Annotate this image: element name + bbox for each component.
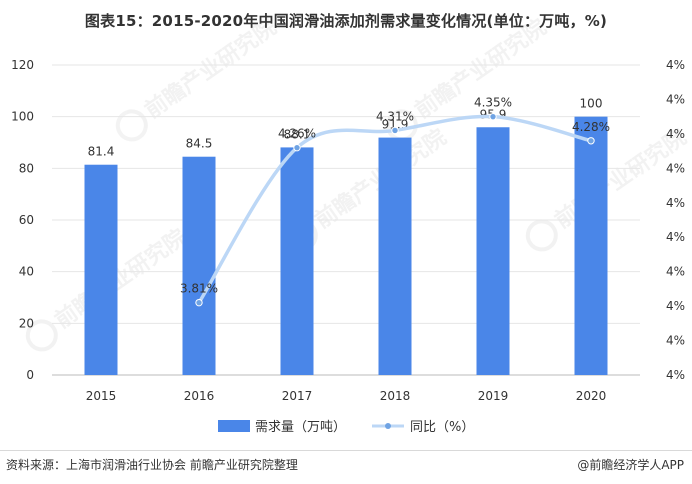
- watermark-logo-icon: [115, 109, 148, 142]
- right-tick-label: 4%: [666, 196, 685, 210]
- x-tick-label: 2020: [576, 389, 607, 403]
- line-data-labels: 3.81% 4.26% 4.31% 4.35% 4.28%: [180, 96, 610, 296]
- line-point: [587, 137, 595, 145]
- line-point: [391, 126, 399, 135]
- right-tick-label: 4%: [666, 265, 685, 279]
- right-tick-label: 4%: [666, 334, 685, 348]
- bar: [476, 127, 510, 375]
- bar-data-label: 88.1: [284, 127, 311, 141]
- x-tick-label: 2019: [478, 389, 509, 403]
- legend: 需求量（万吨） 同比（%）: [218, 420, 474, 435]
- watermark: 前瞻产业研究院: [115, 14, 281, 142]
- bar: [84, 164, 118, 375]
- legend-bar-swatch: [218, 420, 250, 432]
- left-axis: 0 20 40 60 80 100 120: [11, 58, 34, 382]
- left-tick-label: 40: [19, 265, 34, 279]
- right-tick-label: 4%: [666, 299, 685, 313]
- line-data-label: 4.26%: [278, 127, 316, 141]
- right-axis: 4% 4% 4% 4% 4% 4% 4% 4% 4% 4%: [666, 58, 685, 382]
- left-tick-label: 20: [19, 316, 34, 330]
- legend-line-marker: [385, 423, 391, 429]
- chart-canvas: 前瞻产业研究院前瞻产业研究院前瞻产业研究院前瞻产业研究院前瞻产业研究院 0204…: [11, 14, 691, 435]
- gridlines: [52, 64, 640, 376]
- watermark-logo-icon: [385, 109, 418, 142]
- brand-credit: @前瞻经济学人APP: [577, 458, 684, 472]
- line-point: [195, 298, 203, 307]
- x-tick-label: 2015: [86, 389, 117, 403]
- line-point: [489, 112, 497, 121]
- x-tick-label: 2018: [380, 389, 411, 403]
- left-tick-label: 80: [19, 161, 34, 175]
- line-point: [293, 143, 301, 152]
- chart-title: 图表15：2015-2020年中国润滑油添加剂需求量变化情况(单位：万吨，%): [84, 12, 608, 30]
- left-tick-label: 120: [11, 58, 34, 72]
- x-axis: 2015 2016 2017 2018 2019 2020: [86, 389, 607, 403]
- line-data-label: 4.35%: [474, 96, 512, 110]
- x-tick-label: 2017: [282, 389, 313, 403]
- right-tick-label: 4%: [666, 161, 685, 175]
- watermark-text: 前瞻产业研究院: [50, 224, 191, 334]
- left-tick-label: 100: [11, 110, 34, 124]
- left-tick-label: 60: [19, 213, 34, 227]
- line-path: [197, 114, 593, 305]
- bar: [574, 116, 608, 376]
- legend-bar-label: 需求量（万吨）: [255, 420, 346, 435]
- bar-series: [84, 116, 608, 376]
- bar-data-label: 84.5: [186, 137, 213, 151]
- watermark-logo-icon: [25, 319, 58, 352]
- legend-line-label: 同比（%）: [410, 420, 474, 435]
- watermark-logo-icon: [525, 219, 558, 252]
- bar: [378, 137, 412, 375]
- bar-data-label: 100: [580, 97, 603, 111]
- footer-divider: [0, 450, 692, 451]
- right-tick-label: 4%: [666, 92, 685, 106]
- right-tick-label: 4%: [666, 127, 685, 141]
- line-series: [195, 112, 595, 307]
- bar: [280, 147, 314, 375]
- right-tick-label: 4%: [666, 230, 685, 244]
- bar-data-label: 81.4: [88, 145, 115, 159]
- right-tick-label: 4%: [666, 368, 685, 382]
- source-note: 资料来源：上海市润滑油行业协会 前瞻产业研究院整理: [6, 458, 298, 472]
- bar: [182, 156, 216, 375]
- line-data-label: 4.31%: [376, 109, 414, 123]
- right-tick-label: 4%: [666, 58, 685, 72]
- x-tick-label: 2016: [184, 389, 215, 403]
- line-data-label: 4.28%: [572, 120, 610, 134]
- watermark-text: 前瞻产业研究院: [140, 14, 281, 124]
- line-data-label: 3.81%: [180, 282, 218, 296]
- left-tick-label: 0: [26, 368, 34, 382]
